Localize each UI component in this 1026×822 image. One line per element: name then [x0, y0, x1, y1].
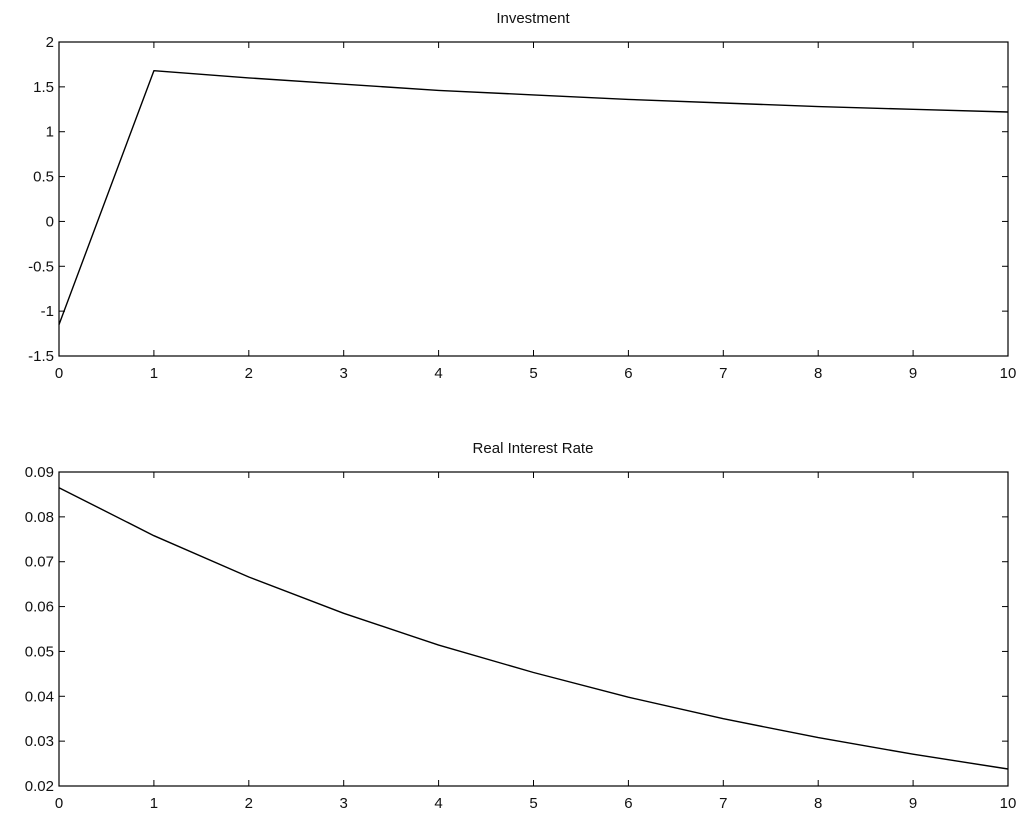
real-interest-rate-ytick-label: 0.09: [25, 464, 54, 481]
real-interest-rate-xtick-label: 5: [529, 795, 537, 812]
investment-panel: Investment 0 1 2 3 4 5 6 7 8 9 10 -1.5 -1 -0.5 0 0.5 1 1.…: [28, 10, 1016, 382]
real-interest-rate-xtick-label: 1: [150, 795, 158, 812]
investment-xtick-label: 9: [909, 365, 917, 382]
investment-title: Investment: [496, 10, 570, 27]
real-interest-rate-series-line: [59, 488, 1008, 769]
investment-xtick-label: 10: [1000, 365, 1017, 382]
real-interest-rate-ytick-label: 0.03: [25, 733, 54, 750]
real-interest-rate-panel: Real Interest Rate 0 1 2 3 4 5 6 7 8 9 10 0.02 0.03 0…: [25, 440, 1017, 812]
investment-xtick-label: 7: [719, 365, 727, 382]
investment-ytick-label: -1: [41, 303, 54, 320]
real-interest-rate-ytick-label: 0.07: [25, 554, 54, 571]
real-interest-rate-title: Real Interest Rate: [473, 440, 594, 457]
investment-xtick-label: 3: [340, 365, 348, 382]
investment-xtick-label: 0: [55, 365, 63, 382]
investment-xtick-label: 2: [245, 365, 253, 382]
investment-ytick-label: 0.5: [33, 169, 54, 186]
real-interest-rate-axes-box: [59, 472, 1008, 786]
investment-ytick-label: -0.5: [28, 258, 54, 275]
real-interest-rate-xtick-label: 0: [55, 795, 63, 812]
real-interest-rate-xtick-label: 9: [909, 795, 917, 812]
real-interest-rate-ytick-label: 0.02: [25, 778, 54, 795]
real-interest-rate-xtick-label: 6: [624, 795, 632, 812]
investment-ytick-label: 1.5: [33, 79, 54, 96]
investment-xtick-label: 5: [529, 365, 537, 382]
investment-ytick-label: 1: [46, 124, 54, 141]
investment-xtick-label: 4: [434, 365, 442, 382]
investment-axes-box: [59, 42, 1008, 356]
investment-xtick-label: 6: [624, 365, 632, 382]
real-interest-rate-ytick-label: 0.08: [25, 509, 54, 526]
real-interest-rate-xtick-label: 4: [434, 795, 442, 812]
investment-series-line: [59, 71, 1008, 325]
investment-ytick-label: -1.5: [28, 348, 54, 365]
real-interest-rate-ytick-label: 0.05: [25, 643, 54, 660]
investment-ytick-label: 2: [46, 34, 54, 51]
real-interest-rate-xtick-label: 3: [340, 795, 348, 812]
investment-xtick-label: 1: [150, 365, 158, 382]
real-interest-rate-ytick-label: 0.06: [25, 599, 54, 616]
real-interest-rate-xtick-label: 2: [245, 795, 253, 812]
real-interest-rate-xtick-label: 10: [1000, 795, 1017, 812]
real-interest-rate-xtick-label: 8: [814, 795, 822, 812]
investment-ytick-label: 0: [46, 213, 54, 230]
real-interest-rate-ytick-label: 0.04: [25, 688, 54, 705]
investment-xtick-label: 8: [814, 365, 822, 382]
real-interest-rate-xtick-label: 7: [719, 795, 727, 812]
